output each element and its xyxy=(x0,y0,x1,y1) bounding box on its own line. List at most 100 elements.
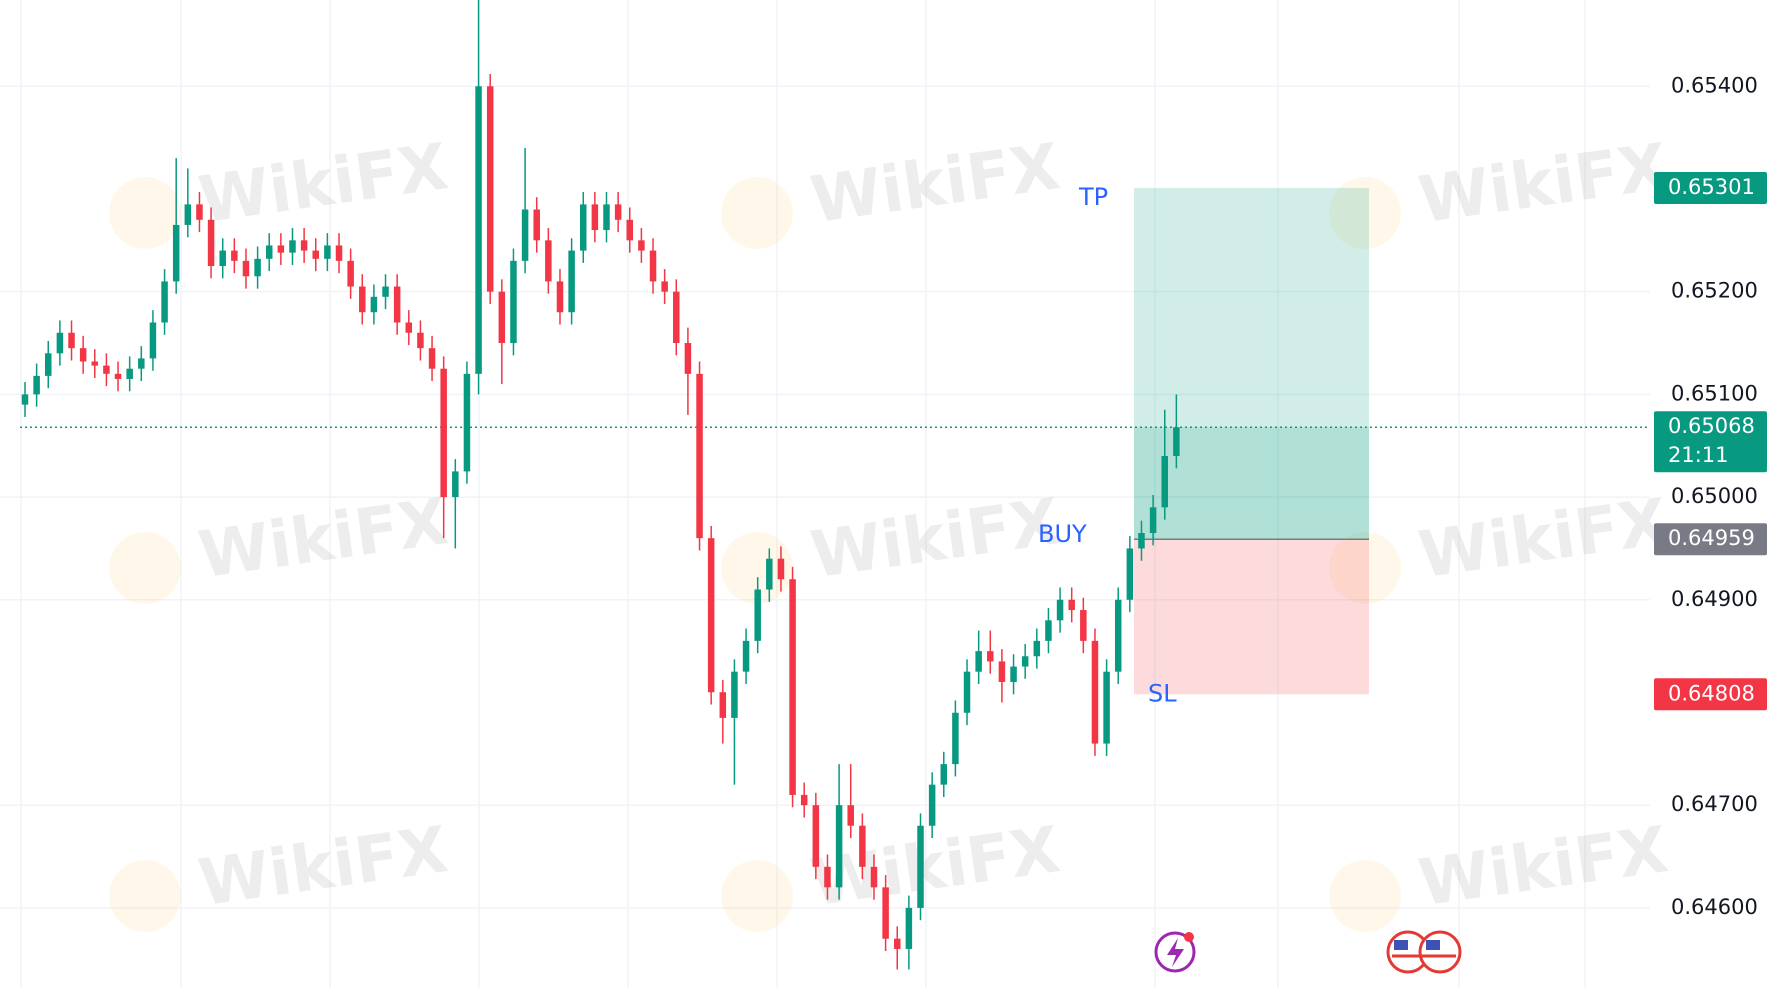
candle-body xyxy=(277,245,285,253)
candle-body xyxy=(359,286,366,313)
candle-body xyxy=(673,291,680,344)
sl-label: SL xyxy=(1148,679,1177,707)
candle-body xyxy=(1045,620,1052,641)
candle-body xyxy=(568,250,575,313)
candle-body xyxy=(1080,610,1087,641)
candle-body xyxy=(138,358,145,369)
candle-body xyxy=(754,589,761,641)
candle-body xyxy=(905,907,913,949)
candle-body xyxy=(661,281,668,292)
candle-body xyxy=(324,245,331,259)
candle-body xyxy=(533,209,540,241)
watermark: WikiFX xyxy=(1414,485,1672,593)
candle-body xyxy=(603,204,610,231)
candle-body xyxy=(1138,533,1145,549)
candle-body xyxy=(289,240,296,253)
candle-body xyxy=(463,373,471,472)
stop-loss-tag xyxy=(1654,678,1767,711)
vertical-grid xyxy=(20,0,1586,988)
watermark-logo xyxy=(109,532,181,604)
candle-body xyxy=(917,825,924,908)
bottom-icons xyxy=(1154,930,1462,974)
candle-body xyxy=(626,219,634,241)
candle-body xyxy=(114,373,122,379)
candle-body xyxy=(638,240,645,251)
candle-body xyxy=(1033,640,1041,657)
candle-body xyxy=(393,286,401,323)
candle-body xyxy=(1068,599,1075,611)
candle-body xyxy=(521,209,529,261)
candle-body xyxy=(79,348,87,362)
candle-body xyxy=(68,332,75,349)
take-profit-tag xyxy=(1654,171,1767,204)
candle-body xyxy=(231,250,238,261)
candle-body xyxy=(440,368,447,498)
candle-body xyxy=(254,258,261,277)
candle-body xyxy=(196,204,203,220)
candle-body xyxy=(545,240,552,282)
stop-loss-tag-text: 0.64808 xyxy=(1668,681,1755,705)
candle-body xyxy=(207,219,215,266)
candle-body xyxy=(370,296,378,313)
candle-body xyxy=(800,794,808,806)
entry-tag-text: 0.64959 xyxy=(1668,526,1755,550)
candle-body xyxy=(486,86,494,292)
watermark: WikiFX xyxy=(194,813,452,921)
candle-body xyxy=(312,250,319,259)
candle-body xyxy=(510,260,517,344)
loss-zone xyxy=(1134,539,1369,695)
watermark: WikiFX xyxy=(806,130,1064,238)
entry-tag xyxy=(1654,523,1767,556)
candle-body xyxy=(335,245,343,261)
y-tick-label: 0.65400 xyxy=(1671,73,1758,97)
candle-body xyxy=(707,538,715,693)
candle-body xyxy=(556,281,564,313)
y-tick-label: 0.65200 xyxy=(1671,279,1758,303)
candle-body xyxy=(928,784,936,826)
candle-body xyxy=(417,332,424,349)
last-price-tag-text: 21:11 xyxy=(1668,443,1729,467)
candle-body xyxy=(870,866,878,888)
candle-body xyxy=(835,805,843,888)
watermark-logo xyxy=(109,177,181,249)
candle-body xyxy=(126,368,133,379)
candle-body xyxy=(731,671,738,718)
watermark: WikiFX xyxy=(194,130,452,238)
candle-body xyxy=(894,938,901,949)
candle-body xyxy=(579,204,587,251)
candle-body xyxy=(777,558,785,580)
last-price-tag xyxy=(1654,411,1767,473)
candle-body xyxy=(591,204,599,231)
candle-body xyxy=(882,887,889,939)
candle-body xyxy=(242,260,250,277)
candle-body xyxy=(847,805,854,826)
watermark: WikiFX xyxy=(194,485,452,593)
take-profit-tag-text: 0.65301 xyxy=(1668,175,1755,199)
candle-body xyxy=(149,322,157,359)
candle-body xyxy=(1149,507,1157,534)
candle-body xyxy=(952,712,959,765)
candle-body xyxy=(91,361,99,366)
candle-body xyxy=(475,86,482,374)
watermark: WikiFX xyxy=(806,485,1064,593)
y-tick-label: 0.64700 xyxy=(1671,792,1758,816)
candle-body xyxy=(1126,548,1134,600)
watermark-logo xyxy=(1329,860,1401,932)
candle-body xyxy=(766,558,773,590)
candle-body xyxy=(56,332,64,354)
last-price-tag-text: 0.65068 xyxy=(1668,414,1755,438)
candle-body xyxy=(824,866,831,888)
candle-body xyxy=(859,825,866,867)
watermark-logo xyxy=(1329,532,1401,604)
tp-label: TP xyxy=(1078,183,1108,211)
candle-body xyxy=(1161,456,1168,508)
candle-body xyxy=(219,250,226,266)
candle-body xyxy=(184,204,192,225)
candle-body xyxy=(347,260,354,287)
candle-body xyxy=(103,365,110,374)
watermark-logo xyxy=(721,177,793,249)
candle-body xyxy=(405,322,413,333)
candle-body xyxy=(789,579,796,795)
candle-body xyxy=(975,651,982,672)
